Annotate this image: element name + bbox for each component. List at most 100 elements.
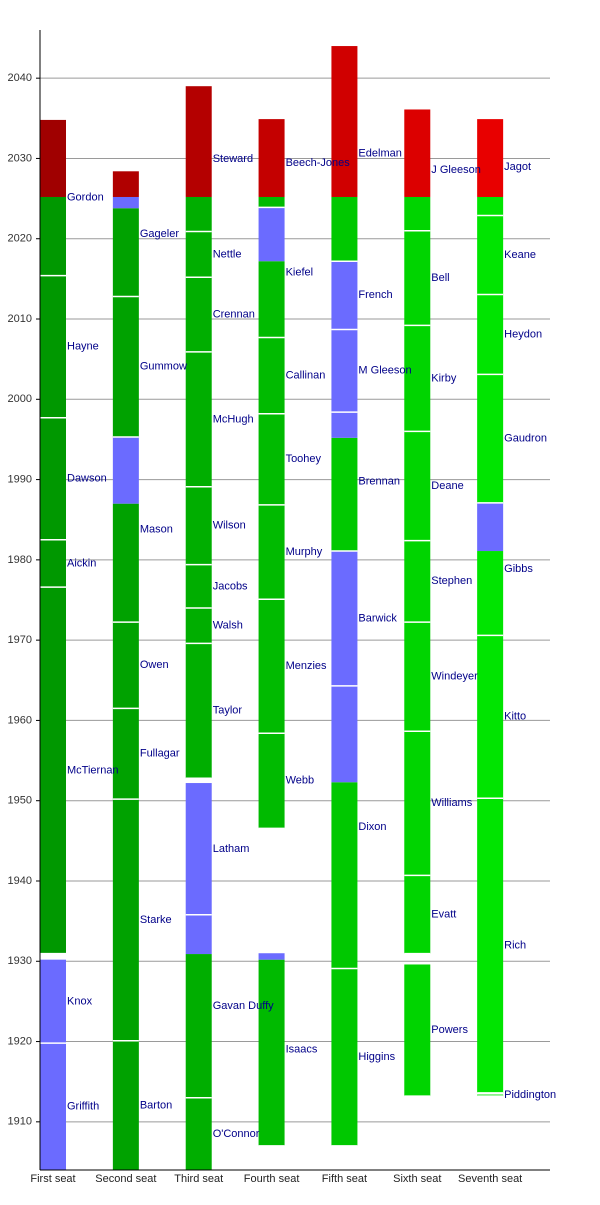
term-bar	[258, 504, 285, 600]
term-bar	[258, 196, 285, 208]
term-bar	[477, 196, 504, 216]
y-tick-label: 1960	[8, 714, 32, 726]
justice-name: Owen	[140, 659, 169, 671]
term-bar	[477, 1094, 504, 1097]
term-bar	[185, 914, 212, 955]
seat-label: First seat	[30, 1173, 75, 1185]
bars	[40, 46, 504, 1170]
justice-name: Barton	[140, 1099, 172, 1111]
term-bar	[477, 215, 504, 295]
justice-name: Stephen	[431, 575, 472, 587]
term-bar	[477, 798, 504, 1093]
term-bar	[40, 275, 66, 418]
seat-label: Seventh seat	[458, 1173, 522, 1185]
term-bar	[258, 119, 285, 197]
term-bar	[331, 196, 358, 262]
y-tick-label: 2020	[8, 233, 32, 245]
term-bar	[185, 564, 212, 609]
justice-name: Barwick	[358, 612, 397, 624]
term-bar	[185, 86, 212, 197]
y-tick-label: 1950	[8, 795, 32, 807]
term-bar	[112, 208, 139, 297]
justice-name: Keane	[504, 249, 536, 261]
justice-name: Griffith	[67, 1100, 99, 1112]
term-bar	[258, 953, 285, 960]
justice-name: Jacobs	[213, 580, 248, 592]
term-bar	[112, 196, 139, 209]
y-tick-label: 1970	[8, 634, 32, 646]
term-bar	[112, 708, 139, 800]
term-bar	[185, 783, 212, 915]
justice-name: Gummow	[140, 361, 187, 373]
y-tick-label: 1930	[8, 955, 32, 967]
term-bar	[258, 207, 285, 262]
term-bar	[404, 875, 431, 954]
term-bar	[477, 502, 504, 552]
justice-name: Murphy	[286, 546, 323, 558]
term-bar	[40, 587, 66, 954]
justice-name: Aickin	[67, 557, 96, 569]
justice-name: Gaudron	[504, 433, 547, 445]
justice-name: M Gleeson	[358, 365, 411, 377]
justice-name: Heydon	[504, 328, 542, 340]
y-tick-label: 1920	[8, 1035, 32, 1047]
justice-name: Jagot	[504, 161, 531, 173]
term-bar	[331, 261, 358, 330]
justice-name: Windeyer	[431, 671, 478, 683]
y-tick-label: 1980	[8, 554, 32, 566]
justice-name: Kitto	[504, 711, 526, 723]
justice-name: Beech-Jones	[286, 157, 351, 169]
justice-name: Williams	[431, 797, 472, 809]
seat-label: Fourth seat	[244, 1173, 300, 1185]
justice-name: O'Connor	[213, 1128, 260, 1140]
term-bar	[331, 782, 358, 969]
term-bar	[112, 296, 139, 438]
term-bar	[477, 119, 504, 197]
justice-name: Taylor	[213, 705, 243, 717]
justice-name: French	[358, 289, 392, 301]
y-tick-label: 2030	[8, 152, 32, 164]
justice-name: Callinan	[286, 370, 326, 382]
term-bar	[40, 196, 66, 276]
y-tick-label: 1990	[8, 473, 32, 485]
seat-label: Sixth seat	[393, 1173, 441, 1185]
justice-name: Rich	[504, 940, 526, 952]
justice-name: Brennan	[358, 475, 400, 487]
justice-name: Nettle	[213, 248, 242, 260]
justice-name: J Gleeson	[431, 164, 481, 176]
term-bar	[112, 799, 139, 1041]
term-bar	[112, 171, 139, 197]
term-bar	[185, 196, 212, 232]
justice-name: Powers	[431, 1024, 468, 1036]
justice-name: Bell	[431, 272, 449, 284]
term-bar	[331, 437, 358, 552]
term-bar	[331, 412, 358, 438]
justice-name: Toohey	[286, 453, 322, 465]
justice-name: Knox	[67, 995, 93, 1007]
term-bar	[185, 954, 212, 1098]
term-bar	[112, 437, 139, 504]
justice-name: Fullagar	[140, 748, 180, 760]
y-tick-label: 2010	[8, 313, 32, 325]
term-bar	[477, 374, 504, 503]
term-bar	[404, 325, 431, 432]
term-bar	[185, 486, 212, 565]
term-bar	[185, 643, 212, 779]
justice-name: Crennan	[213, 309, 255, 321]
term-bar	[258, 413, 285, 505]
term-bar	[258, 959, 285, 1146]
justice-name: Mason	[140, 523, 173, 535]
justice-name: Dawson	[67, 473, 107, 485]
seat-label: Third seat	[174, 1173, 223, 1185]
justice-name: Menzies	[286, 660, 327, 672]
term-bar	[404, 731, 431, 876]
y-tick-label: 2040	[8, 72, 32, 84]
justice-name: Webb	[286, 775, 315, 787]
term-bar	[477, 551, 504, 636]
justice-name: Gordon	[67, 192, 104, 204]
justice-name: Piddington	[504, 1089, 556, 1101]
justice-name: Gageler	[140, 228, 179, 240]
seat-label: Fifth seat	[322, 1173, 367, 1185]
